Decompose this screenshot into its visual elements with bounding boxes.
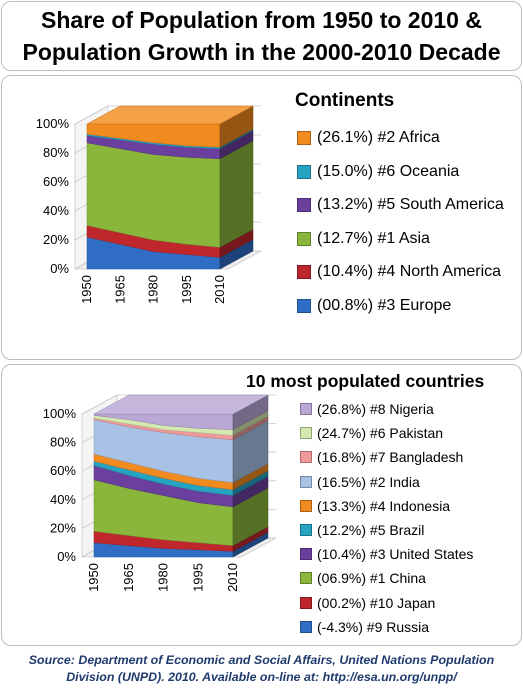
legend-item: (12.2%) #5 Brazil bbox=[300, 522, 424, 538]
legend-swatch bbox=[300, 572, 312, 585]
legend-item: (26.1%) #2 Africa bbox=[297, 129, 440, 147]
y-tick-label: 80% bbox=[50, 435, 76, 450]
legend-item: (26.8%) #8 Nigeria bbox=[300, 401, 434, 417]
source-note: Source: Department of Economic and Socia… bbox=[0, 652, 523, 686]
legend-item: (24.7%) #6 Pakistan bbox=[300, 425, 443, 441]
legend-swatch bbox=[300, 620, 312, 633]
legend-item: (16.5%) #2 India bbox=[300, 474, 420, 490]
y-tick-label: 60% bbox=[50, 463, 76, 478]
legend-item: (15.0%) #6 Oceania bbox=[297, 163, 459, 181]
title-box: Share of Population from 1950 to 2010 & … bbox=[1, 1, 522, 71]
legend-label: (10.4%) #4 North America bbox=[317, 263, 502, 280]
legend-label: (12.7%) #1 Asia bbox=[317, 229, 430, 247]
x-tick-label: 1950 bbox=[86, 563, 101, 592]
legend-label: (24.7%) #6 Pakistan bbox=[317, 425, 444, 442]
x-tick-label: 1965 bbox=[112, 275, 127, 304]
area-top-face bbox=[93, 394, 269, 415]
x-tick-label: 1980 bbox=[146, 275, 161, 304]
areas-layer bbox=[93, 394, 269, 558]
legend-swatch bbox=[297, 265, 311, 279]
countries-panel: 0% 20% 40% 60% 80% 100% 1950 1965 1980 1995 2010 1… bbox=[1, 364, 522, 646]
countries-chart: 0% 20% 40% 60% 80% 100% 1950 1965 1980 1995 2010 bbox=[43, 394, 277, 592]
y-tick-label: 60% bbox=[43, 174, 69, 189]
legend-item: (06.9%) #1 China bbox=[300, 570, 426, 586]
area-top-face bbox=[86, 105, 254, 125]
legend-item: (13.3%) #4 Indonesia bbox=[300, 498, 450, 514]
legend-item: (-4.3%) #9 Russia bbox=[300, 619, 429, 635]
legend-label: (13.3%) #4 Indonesia bbox=[317, 497, 451, 514]
legend-label: (13.2%) #5 South America bbox=[317, 196, 504, 213]
continents-chart: 0% 20% 40% 60% 80% 100% 1950 1965 1980 1995 2010 bbox=[36, 105, 262, 304]
legend-swatch bbox=[300, 403, 312, 415]
legend-item: (10.4%) #4 North America bbox=[297, 263, 501, 281]
y-tick-label: 100% bbox=[43, 406, 77, 421]
legend-label: (15.0%) #6 Oceania bbox=[317, 162, 460, 180]
areas-layer bbox=[86, 105, 254, 270]
legend-swatch bbox=[300, 427, 312, 440]
continents-legend-title: Continents bbox=[295, 90, 395, 111]
x-tick-label: 1965 bbox=[121, 563, 136, 592]
legend-swatch bbox=[297, 198, 311, 212]
chart-title-line-2: Population Growth in the 2000-2010 Decad… bbox=[22, 39, 501, 65]
legend-swatch bbox=[297, 231, 311, 246]
legend-swatch bbox=[300, 596, 312, 609]
y-tick-label: 0% bbox=[50, 261, 69, 276]
continents-panel: 0% 20% 40% 60% 80% 100% 1950 1965 1980 1995 2010 C… bbox=[1, 75, 522, 360]
legend-swatch bbox=[300, 475, 312, 488]
legend-label: (06.9%) #1 China bbox=[317, 570, 426, 587]
area-side-asia bbox=[219, 140, 254, 248]
countries-legend-title: 10 most populated countries bbox=[246, 371, 485, 391]
legend-label: (16.8%) #7 Bangladesh bbox=[317, 449, 464, 466]
y-tick-label: 20% bbox=[43, 232, 69, 247]
legend-label: (26.8%) #8 Nigeria bbox=[317, 401, 434, 417]
legend-item: (13.2%) #5 South America bbox=[297, 196, 504, 214]
legend-label: (00.8%) #3 Europe bbox=[317, 296, 452, 314]
legend-label: (26.1%) #2 Africa bbox=[317, 129, 440, 146]
y-tick-label: 100% bbox=[36, 116, 70, 131]
legend-item: (10.4%) #3 United States bbox=[300, 546, 473, 562]
legend-label: (16.5%) #2 India bbox=[317, 473, 420, 490]
y-tick-label: 20% bbox=[50, 520, 76, 535]
chart-title-line-1: Share of Population from 1950 to 2010 & bbox=[41, 7, 482, 33]
legend-item: (00.8%) #3 Europe bbox=[297, 297, 451, 315]
legend-swatch bbox=[297, 131, 311, 145]
legend-item: (00.2%) #10 Japan bbox=[300, 595, 435, 611]
x-tick-label: 1950 bbox=[79, 275, 94, 304]
x-tick-label: 2010 bbox=[225, 563, 240, 592]
source-line-2: Division (UNPD). 2010. Available on-line… bbox=[66, 670, 457, 684]
legend-label: (10.4%) #3 United States bbox=[317, 546, 474, 563]
y-tick-label: 80% bbox=[43, 145, 69, 160]
x-tick-label: 2010 bbox=[212, 275, 227, 304]
legend-label: (12.2%) #5 Brazil bbox=[317, 522, 425, 538]
legend-item: (12.7%) #1 Asia bbox=[297, 230, 430, 248]
x-tick-label: 1980 bbox=[156, 563, 171, 592]
x-tick-label: 1995 bbox=[190, 563, 205, 592]
y-tick-label: 0% bbox=[57, 549, 76, 564]
legend-label: (-4.3%) #9 Russia bbox=[317, 618, 430, 635]
y-tick-label: 40% bbox=[43, 203, 69, 218]
y-tick-label: 40% bbox=[50, 492, 76, 507]
source-line-1: Source: Department of Economic and Socia… bbox=[28, 653, 495, 667]
legend-swatch bbox=[300, 451, 312, 464]
legend-swatch bbox=[297, 298, 311, 313]
legend-swatch bbox=[300, 548, 312, 561]
legend-swatch bbox=[297, 164, 311, 179]
legend-item: (16.8%) #7 Bangladesh bbox=[300, 449, 463, 465]
legend-label: (00.2%) #10 Japan bbox=[317, 594, 436, 611]
legend-swatch bbox=[300, 524, 312, 536]
legend-swatch bbox=[300, 499, 312, 512]
x-tick-label: 1995 bbox=[179, 275, 194, 304]
